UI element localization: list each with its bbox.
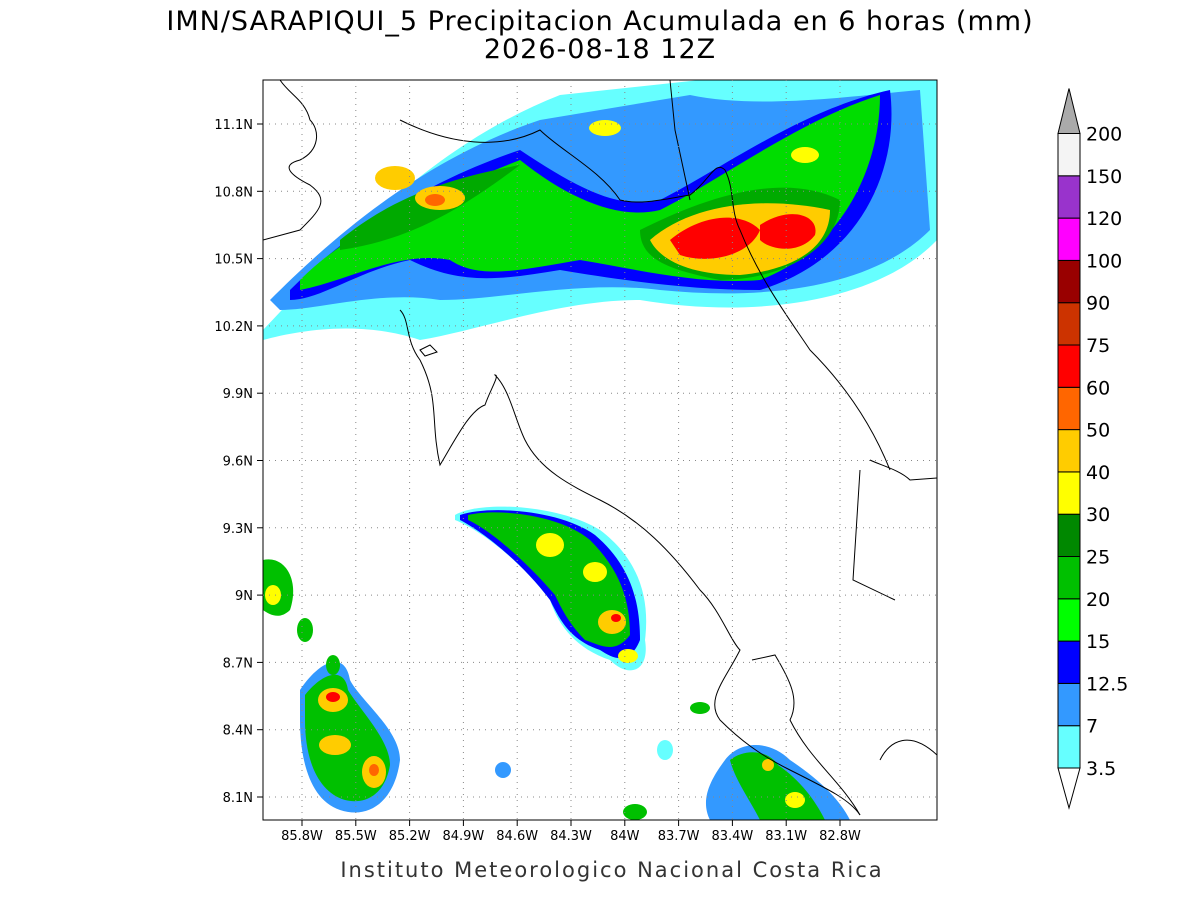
lon-label: 83.7W xyxy=(658,829,700,844)
colorbar-label: 3.5 xyxy=(1086,758,1116,780)
lat-label: 8.4N xyxy=(223,724,253,739)
lon-label: 85.8W xyxy=(281,829,323,844)
colorbar-label: 12.5 xyxy=(1086,673,1128,695)
lon-label: 82.8W xyxy=(819,829,861,844)
lat-label: 8.1N xyxy=(223,791,253,806)
coastline xyxy=(751,654,937,816)
border xyxy=(669,80,691,201)
colorbar-label: 60 xyxy=(1086,377,1110,399)
colorbar-label: 15 xyxy=(1086,631,1110,653)
coastlines xyxy=(263,80,937,816)
colorbar-box xyxy=(1057,556,1081,600)
credit: Instituto Meteorologico Nacional Costa R… xyxy=(340,858,883,882)
precip-central xyxy=(455,506,647,671)
lat-label: 10.8N xyxy=(214,185,253,200)
lat-label: 8.7N xyxy=(223,656,253,671)
colorbar-over xyxy=(1057,88,1081,134)
subtitle: 2026-08-18 12Z xyxy=(484,34,716,65)
border xyxy=(852,459,937,601)
lon-label: 84.9W xyxy=(442,829,484,844)
lon-label: 84W xyxy=(610,829,640,844)
colorbar-box xyxy=(1057,725,1081,769)
colorbar-box xyxy=(1057,133,1081,177)
lon-label: 83.4W xyxy=(711,829,753,844)
precip-north xyxy=(263,80,937,340)
lat-label: 9.6N xyxy=(223,455,253,470)
precip-southeast xyxy=(495,702,850,820)
colorbar-box xyxy=(1057,682,1081,727)
colorbar-under xyxy=(1057,767,1081,810)
map-frame xyxy=(262,79,938,821)
colorbar-label: 120 xyxy=(1086,208,1122,230)
precip-southwest xyxy=(263,559,400,813)
colorbar-label: 30 xyxy=(1086,504,1110,526)
colorbar-box xyxy=(1057,640,1081,684)
colorbar-box xyxy=(1057,513,1081,558)
colorbar-label: 100 xyxy=(1086,250,1122,272)
lon-label: 83.1W xyxy=(765,829,807,844)
colorbar-box xyxy=(1057,386,1081,431)
colorbar-label: 25 xyxy=(1086,547,1110,569)
lat-label: 9.3N xyxy=(223,522,253,537)
lat-label: 10.5N xyxy=(214,253,253,268)
border xyxy=(399,119,891,471)
colorbar-label: 40 xyxy=(1086,462,1110,484)
colorbar-label: 90 xyxy=(1086,293,1110,315)
colorbar-box xyxy=(1057,259,1081,304)
colorbar-label: 50 xyxy=(1086,420,1110,442)
lon-label: 84.6W xyxy=(496,829,538,844)
colorbar-label: 200 xyxy=(1086,124,1122,146)
colorbar-box xyxy=(1057,344,1081,388)
lat-label: 10.2N xyxy=(214,320,253,335)
lat-label: 11.1N xyxy=(214,118,253,133)
coastline xyxy=(399,309,861,816)
colorbar-box xyxy=(1057,598,1081,642)
title: IMN/SARAPIQUI_5 Precipitacion Acumulada … xyxy=(166,6,1033,37)
colorbar-box xyxy=(1057,217,1081,261)
lat-label: 9N xyxy=(235,589,253,604)
coastline xyxy=(263,80,322,241)
colorbar-box xyxy=(1057,302,1081,346)
colorbar-label: 20 xyxy=(1086,589,1110,611)
precip-field xyxy=(263,80,937,820)
colorbar-label: 75 xyxy=(1086,335,1110,357)
colorbar-box xyxy=(1057,175,1081,219)
lat-label: 9.9N xyxy=(223,387,253,402)
colorbar-label: 150 xyxy=(1086,166,1122,188)
lon-label: 84.3W xyxy=(550,829,592,844)
coastline xyxy=(419,344,438,357)
lon-label: 85.5W xyxy=(335,829,377,844)
lon-label: 85.2W xyxy=(389,829,431,844)
colorbar-label: 7 xyxy=(1086,716,1098,738)
colorbar-box xyxy=(1057,429,1081,473)
colorbar-box xyxy=(1057,471,1081,515)
